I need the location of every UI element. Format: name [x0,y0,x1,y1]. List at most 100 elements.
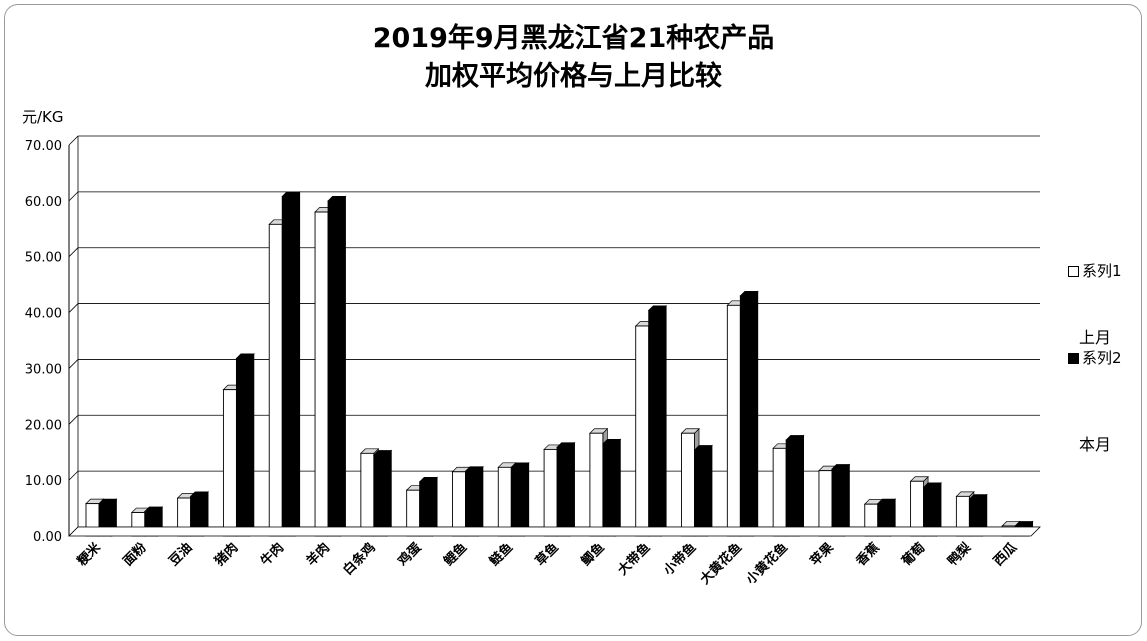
bar-series-2-front [785,439,800,537]
bar-series-2 [464,465,484,537]
chart-title-line-1: 2019年9月黑龙江省21种农产品 [372,23,775,54]
bar-series-2-side [478,465,484,537]
x-tick-label: 西瓜 [991,540,1020,569]
bar-series-2-front [465,470,479,537]
bar-series-1-front [681,432,695,537]
bar-series-2 [785,434,805,537]
bar-series-2-side [294,191,301,537]
y-tick-label: 10.00 [25,474,62,489]
bar-series-1-front [635,325,650,537]
legend-note-previous-month: 上月 [1079,328,1112,347]
gridline-depth [68,470,79,481]
bar-series-2-side [340,195,346,537]
axis-layer [68,136,1041,537]
bar-series-2 [510,461,530,537]
gridline-depth [68,303,79,313]
x-tick-label: 香蕉 [852,540,882,570]
y-tick-label: 20.00 [25,418,62,433]
y-tick-label: 0.00 [33,530,62,545]
legend-item-series-1: 系列1 [1068,260,1122,281]
gridline-depth [68,247,79,257]
bar-series-2 [281,191,301,537]
x-tick-label: 面粉 [120,540,150,570]
chart-floor [68,526,1041,537]
legend-label-series-1: 系列1 [1082,262,1122,280]
bar-series-2-side [249,353,255,537]
y-tick-label: 40.00 [25,307,62,322]
bar-series-1-front [452,471,466,537]
bar-series-1-front [818,470,833,537]
bar-series-1-front [589,432,604,537]
x-tick-label: 白条鸡 [340,540,379,579]
x-tick-label: 鲤鱼 [440,540,470,570]
bar-series-2-side [661,304,667,537]
x-tick-label: 小带鱼 [660,540,699,579]
y-axis-unit-label: 元/KG [22,108,64,126]
y-tick-label: 50.00 [25,251,62,266]
x-tick-label: 鸡蛋 [394,540,424,570]
bar-series-1-front [222,389,237,537]
bar-series-2 [647,304,668,537]
bar-series-2-front [235,357,250,537]
bar-series-2-front [373,454,388,537]
y-tick-label: 60.00 [25,195,62,210]
bar-series-1-front [268,223,283,537]
bar-series-2-front [602,443,617,537]
x-tick-label: 草鱼 [532,540,562,570]
gridline-depth [68,359,79,369]
x-tick-label: 牛肉 [257,540,287,570]
bar-series-2 [693,444,713,537]
bar-series-2-front [831,468,846,537]
bar-series-2 [327,195,347,537]
legend-item-series-2: 系列2 [1068,347,1122,368]
x-tick-label: 羊肉 [303,540,333,570]
bar-series-2 [602,438,622,537]
bar-series-2-front [739,295,754,537]
x-tick-label: 苹果 [807,540,837,570]
bar-series-2 [556,441,576,537]
legend-note-current-month: 本月 [1079,435,1112,454]
x-tick-label: 鸭梨 [944,539,974,569]
chart-title-line-2: 加权平均价格与上月比较 [425,61,722,92]
x-tick-label: 葡萄 [898,540,928,570]
bar-series-2-side [844,463,850,537]
bar-series-2-front [281,195,296,537]
x-tick-label: 鲢鱼 [486,540,516,570]
bar-series-2 [189,490,209,537]
bar-series-1-front [543,448,558,537]
bar-series-1-front [772,447,787,537]
bar-series-2-front [556,446,571,537]
legend-swatch-series-1 [1068,266,1079,277]
x-tick-label: 大黄花鱼 [697,540,745,588]
bar-series-2-front [694,449,708,537]
bar-series-2 [235,353,255,537]
bar-series-1-front [314,211,329,537]
bar-series-1-front [726,304,741,537]
x-tick-label: 猪肉 [211,540,241,570]
bar-series-2-front [648,309,663,537]
x-tick-label: 粳米 [73,539,104,570]
bar-series-2-side [707,444,713,537]
bar-series-2 [739,290,759,537]
bar-series-2 [831,463,851,537]
x-tick-label: 大带鱼 [615,540,654,579]
y-tick-label: 30.00 [25,362,62,377]
bar-series-2-side [752,290,759,537]
bar-series-2-side [615,438,621,537]
x-tick-label: 鲫鱼 [578,540,608,570]
x-tick-label: 小黄花鱼 [743,540,791,588]
gridline-depth [68,135,79,146]
chart-title: 2019年9月黑龙江省21种农产品 加权平均价格与上月比较 [0,20,1147,96]
legend-label-series-2: 系列2 [1082,349,1122,367]
bar-series-1-front [360,452,375,537]
bar-series-2-side [386,449,392,537]
x-tick-label: 豆油 [166,540,196,570]
bar-series-2-side [798,434,804,537]
y-tick-label: 70.00 [25,139,62,154]
gridline-depth [68,191,79,202]
bar-series-1-front [497,466,512,537]
bar-series-2 [373,449,393,537]
bar-series-2-front [510,466,525,537]
legend-swatch-series-2 [1068,353,1079,364]
